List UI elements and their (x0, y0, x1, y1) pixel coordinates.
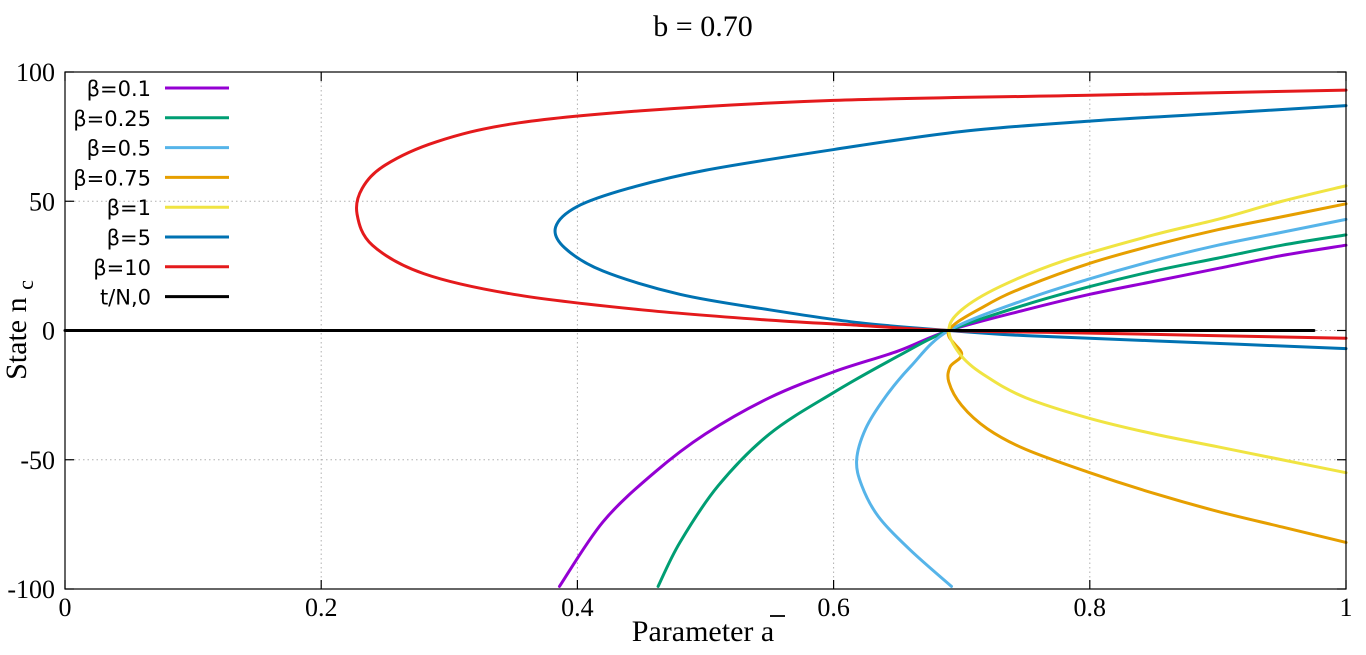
y-axis-label-subscript: c (13, 280, 38, 290)
x-axis-label: Parameter a (632, 615, 774, 648)
x-tick-label: 0.6 (817, 593, 850, 622)
series-line (553, 104, 1348, 351)
y-tick-label: 100 (16, 58, 55, 87)
x-tick-label: 0.4 (561, 593, 594, 622)
axis-ticks: 0 0.2 0.4 0.6 0.8 1 100 50 0 -50 -100 (7, 58, 1352, 622)
series-lines (63, 88, 1348, 588)
y-tick-label: -50 (20, 446, 55, 475)
legend-label: β=5 (107, 226, 151, 250)
x-axis-label-text: Parameter (632, 615, 754, 648)
legend: β=0.1 β=0.25 β=0.5 β=0.75 β=1 β=5 β=10 t/N,0 (73, 77, 229, 310)
x-tick-label: 1 (1340, 593, 1353, 622)
legend-label: β=0.25 (73, 107, 151, 131)
series-line (557, 243, 1348, 588)
x-tick-label: 0.2 (305, 593, 338, 622)
x-axis-label-symbol: a (761, 615, 774, 648)
y-tick-label: 50 (29, 187, 55, 216)
legend-label: β=1 (107, 196, 151, 220)
y-axis-label-text: State n (0, 297, 33, 380)
series-line (947, 184, 1348, 475)
legend-label: β=0.75 (73, 166, 151, 190)
series-line (656, 233, 1348, 588)
legend-label: t/N,0 (100, 286, 151, 310)
y-tick-label: -100 (7, 575, 55, 604)
legend-label: β=10 (93, 256, 151, 280)
series-line (354, 88, 1348, 340)
series-line (946, 202, 1348, 544)
x-tick-label: 0.8 (1074, 593, 1107, 622)
series-line (855, 217, 1348, 588)
x-tick-label: 0 (59, 593, 72, 622)
y-axis-label: State n c (0, 280, 38, 380)
legend-label: β=0.5 (87, 137, 151, 161)
y-tick-label: 0 (42, 317, 55, 346)
chart-title: b = 0.70 (653, 10, 752, 43)
legend-label: β=0.1 (87, 77, 151, 101)
